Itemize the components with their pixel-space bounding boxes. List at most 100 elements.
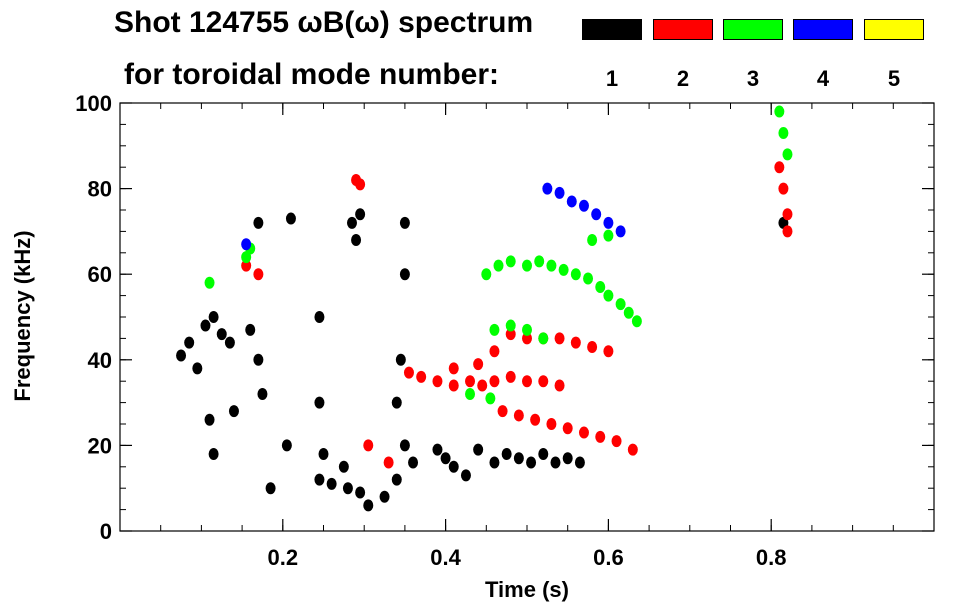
spectrum-point-n1 xyxy=(395,353,406,366)
spectrum-point-n1 xyxy=(379,490,390,503)
spectrum-point-n4 xyxy=(241,238,252,251)
spectrum-point-n2 xyxy=(489,375,500,388)
spectrum-point-n3 xyxy=(603,289,614,302)
spectrum-point-n1 xyxy=(281,439,292,452)
spectrum-point-n1 xyxy=(408,456,419,469)
spectrum-point-n2 xyxy=(448,379,459,392)
spectrum-point-n2 xyxy=(595,430,606,443)
spectrum-point-n3 xyxy=(615,298,626,311)
spectrum-point-n1 xyxy=(391,473,402,486)
spectrum-point-n1 xyxy=(224,336,235,349)
spectrum-point-n4 xyxy=(615,225,626,238)
spectrum-point-n2 xyxy=(774,161,785,174)
spectrum-point-n1 xyxy=(346,216,357,229)
spectrum-point-n3 xyxy=(583,272,594,285)
y-tick-label: 0 xyxy=(100,519,112,544)
spectrum-point-n1 xyxy=(285,212,296,225)
spectrum-point-n2 xyxy=(363,439,374,452)
series-4 xyxy=(241,182,626,251)
spectrum-point-n2 xyxy=(570,336,581,349)
y-tick-label: 60 xyxy=(88,262,112,287)
x-tick-label: 0.2 xyxy=(268,545,299,570)
chart-title: Shot 124755 ωB(ω) spectrum xyxy=(114,6,534,39)
x-tick-label: 0.6 xyxy=(593,545,624,570)
spectrum-point-n2 xyxy=(241,259,252,272)
spectrum-point-n3 xyxy=(489,323,500,336)
legend-swatch-2 xyxy=(653,19,713,40)
spectrum-point-n1 xyxy=(391,396,402,409)
spectrum-point-n3 xyxy=(558,263,569,276)
spectrum-point-n2 xyxy=(477,379,488,392)
spectrum-point-n1 xyxy=(351,233,362,246)
spectrum-point-n1 xyxy=(526,456,537,469)
spectrum-point-n2 xyxy=(522,332,532,345)
spectrum-point-n1 xyxy=(318,447,329,460)
spectrum-point-n3 xyxy=(465,388,476,401)
spectrum-point-n3 xyxy=(603,229,614,242)
x-tick-label: 0.8 xyxy=(756,545,787,570)
spectrum-point-n1 xyxy=(440,452,451,465)
spectrum-point-n2 xyxy=(603,345,614,358)
spectrum-point-n3 xyxy=(481,268,492,281)
legend-swatch-1 xyxy=(582,19,642,40)
x-axis-label: Time (s) xyxy=(485,577,569,602)
spectrum-point-n1 xyxy=(448,460,459,473)
x-tick-label: 0.4 xyxy=(430,545,461,570)
spectrum-point-n1 xyxy=(314,396,325,409)
spectrum-point-n1 xyxy=(200,319,211,332)
spectrum-point-n1 xyxy=(399,439,410,452)
spectrum-point-n3 xyxy=(774,105,785,118)
spectrum-point-n1 xyxy=(338,460,349,473)
spectrum-point-n1 xyxy=(574,456,585,469)
spectrum-point-n3 xyxy=(546,259,557,272)
spectrum-point-n3 xyxy=(595,281,606,294)
spectrum-point-n1 xyxy=(538,447,549,460)
spectrum-point-n1 xyxy=(363,499,374,512)
spectrum-point-n3 xyxy=(631,315,642,328)
spectrum-point-n3 xyxy=(505,255,516,268)
spectrum-point-n1 xyxy=(176,349,187,362)
spectrum-point-n2 xyxy=(782,225,793,238)
spectrum-point-n1 xyxy=(489,456,500,469)
spectrum-point-n3 xyxy=(522,323,532,336)
spectrum-point-n1 xyxy=(265,482,276,495)
spectrum-point-n2 xyxy=(611,435,622,448)
plot-frame xyxy=(119,102,935,532)
spectrum-point-n4 xyxy=(542,182,553,195)
spectrum-point-n1 xyxy=(501,447,512,460)
spectrum-point-n4 xyxy=(603,216,614,229)
spectrum-point-n1 xyxy=(208,447,219,460)
spectrum-point-n4 xyxy=(578,199,589,212)
spectrum-point-n2 xyxy=(538,375,549,388)
spectrum-point-n1 xyxy=(253,353,264,366)
spectrum-point-n2 xyxy=(432,375,443,388)
spectrum-point-n1 xyxy=(257,388,268,401)
spectrum-point-n2 xyxy=(383,456,394,469)
spectrum-point-n3 xyxy=(493,259,504,272)
legend-label-2: 2 xyxy=(676,66,690,91)
spectrum-point-n1 xyxy=(253,216,264,229)
spectrum-point-n2 xyxy=(627,443,638,456)
spectrum-point-n3 xyxy=(778,126,789,139)
legend-caption: for toroidal mode number: xyxy=(124,58,499,91)
spectrum-point-n2 xyxy=(562,422,573,435)
legend-swatch-4 xyxy=(793,19,853,40)
spectrum-point-n2 xyxy=(530,413,541,426)
spectrum-point-n4 xyxy=(591,208,602,221)
spectrum-point-n2 xyxy=(253,268,264,281)
spectrum-point-n1 xyxy=(208,311,219,323)
spectrum-point-n1 xyxy=(245,323,256,336)
spectrum-point-n2 xyxy=(546,418,557,430)
spectrum-point-n2 xyxy=(522,375,532,388)
spectrum-point-n1 xyxy=(326,477,337,490)
spectrum-point-n2 xyxy=(554,379,565,392)
spectrum-point-n2 xyxy=(489,345,500,358)
spectrum-point-n3 xyxy=(534,255,545,268)
spectrum-point-n1 xyxy=(399,216,410,229)
spectrum-point-n3 xyxy=(570,268,581,281)
spectrum-point-n2 xyxy=(497,405,508,418)
spectrum-point-n2 xyxy=(513,409,524,422)
spectrum-point-n3 xyxy=(782,148,793,161)
spectrum-point-n3 xyxy=(522,259,532,272)
spectrum-point-n3 xyxy=(538,332,549,345)
